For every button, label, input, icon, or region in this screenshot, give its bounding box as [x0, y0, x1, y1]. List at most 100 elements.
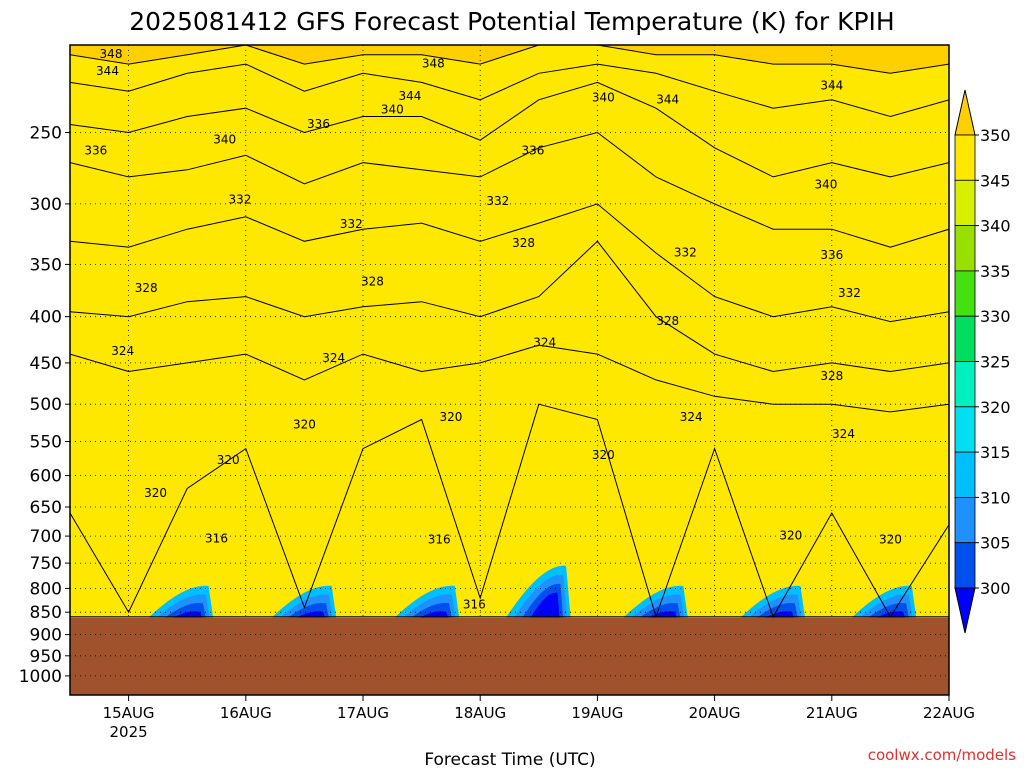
- contour-label: 316: [463, 598, 486, 612]
- colorbar-box: [954, 134, 976, 181]
- contour-label: 328: [135, 281, 158, 295]
- colorbar-tick-label: 320: [980, 398, 1011, 417]
- ytick-label-800: 800: [30, 579, 62, 599]
- colorbar-tick-label: 345: [980, 171, 1011, 190]
- contour-label: 340: [381, 102, 404, 116]
- colorbar-tick-label: 330: [980, 307, 1011, 326]
- colorbar-box: [954, 179, 976, 227]
- contour-label: 316: [205, 531, 228, 545]
- contour-label: 332: [674, 246, 697, 260]
- contour-label: 324: [832, 427, 855, 441]
- contour-label: 336: [307, 117, 330, 131]
- contour-label: 324: [680, 410, 703, 424]
- xtick-label-20AUG: 20AUG: [689, 704, 741, 722]
- colorbar-tick-label: 340: [980, 217, 1011, 236]
- contour-label: 336: [84, 143, 107, 157]
- contour-label: 348: [422, 57, 445, 71]
- ytick-label-250: 250: [30, 124, 62, 144]
- xtick-label-15AUG: 15AUG: [103, 704, 155, 722]
- isotherm-324: [70, 344, 949, 420]
- ytick-label-650: 650: [30, 498, 62, 518]
- ytick-label-1000: 1000: [19, 667, 62, 687]
- colorbar-box: [954, 406, 976, 453]
- ytick-label-600: 600: [30, 467, 62, 487]
- xtick-label-17AUG: 17AUG: [337, 704, 389, 722]
- contour-label: 332: [228, 193, 251, 207]
- colorbar-top-arrow: [954, 89, 976, 136]
- contour-label: 316: [428, 533, 451, 547]
- colorbar-tick-label: 325: [980, 353, 1011, 372]
- contour-label: 340: [814, 178, 837, 192]
- ytick-label-300: 300: [30, 195, 62, 215]
- grid-lines: [70, 45, 949, 695]
- plot-frame: [69, 44, 950, 696]
- colorbar-box: [954, 496, 976, 544]
- ytick-label-700: 700: [30, 527, 62, 547]
- contour-label: 320: [592, 448, 615, 462]
- plume-4-3: [647, 611, 677, 618]
- xtick-label-19AUG: 19AUG: [571, 704, 623, 722]
- plume-2-3: [419, 611, 449, 618]
- ytick-label-900: 900: [30, 626, 62, 646]
- ytick-label-400: 400: [30, 308, 62, 328]
- chart-title: 2025081412 GFS Forecast Potential Temper…: [129, 7, 894, 36]
- isotherm-340: [70, 81, 949, 178]
- contour-label: 332: [486, 194, 509, 208]
- colorbar-box: [954, 270, 976, 317]
- isotherm-contours: [70, 45, 949, 619]
- xtick-label-21AUG: 21AUG: [806, 704, 858, 722]
- contour-label: 332: [838, 286, 861, 300]
- y-axis-ticks: 250 300 350 400 450 500 550 600 650 700 750 800 850 9…: [19, 124, 70, 687]
- contour-label: 336: [521, 143, 544, 157]
- band-below-348: [70, 45, 949, 695]
- contour-label: 320: [217, 453, 240, 467]
- contour-label: 332: [340, 217, 363, 231]
- xtick-label-22AUG: 22AUG: [923, 704, 975, 722]
- contour-label: 320: [144, 486, 167, 500]
- contour-label: 320: [293, 417, 316, 431]
- xtick-label-16AUG: 16AUG: [220, 704, 272, 722]
- colorbar-box: [954, 451, 976, 498]
- plume-3-3: [530, 592, 560, 618]
- xtick-sublabel: 2025: [110, 723, 148, 741]
- isotherm-320: [70, 403, 949, 619]
- contour-label: 328: [512, 236, 535, 250]
- colorbar-legend: 350 345 340 335 330 325 320 315 310 305 300: [954, 89, 1011, 634]
- plume-0-3: [173, 611, 202, 618]
- contour-label: 324: [533, 336, 556, 350]
- ytick-label-500: 500: [30, 395, 62, 415]
- contour-label: 340: [592, 91, 615, 105]
- contour-label: 320: [439, 410, 462, 424]
- contour-label: 340: [213, 133, 236, 147]
- colorbar-box: [954, 315, 976, 362]
- colorbar-tick-label: 300: [980, 579, 1011, 598]
- contour-label: 344: [398, 89, 421, 103]
- colorbar-tick-label: 315: [980, 443, 1011, 462]
- colorbar-tick-label: 350: [980, 126, 1011, 145]
- credit-text: coolwx.com/models: [868, 746, 1016, 764]
- colorbar-tick-label: 310: [980, 488, 1011, 507]
- contour-label: 328: [361, 274, 384, 288]
- colorbar-bottom-arrow: [954, 587, 976, 634]
- ytick-label-850: 850: [30, 603, 62, 623]
- isotherm-344: [70, 63, 949, 118]
- xtick-label-18AUG: 18AUG: [454, 704, 506, 722]
- contour-label: 324: [111, 344, 134, 358]
- colorbar-box: [954, 542, 976, 589]
- colorbar-tick-label: 335: [980, 262, 1011, 281]
- contour-label: 344: [820, 78, 843, 92]
- ytick-label-550: 550: [30, 433, 62, 453]
- ytick-label-350: 350: [30, 255, 62, 275]
- contour-label: 324: [322, 351, 345, 365]
- ground-surface: [70, 617, 949, 695]
- ytick-label-950: 950: [30, 647, 62, 667]
- contour-label: 328: [656, 314, 679, 328]
- colorbar-box: [954, 361, 976, 408]
- contour-label: 348: [100, 47, 123, 61]
- isotherm-332: [70, 203, 949, 323]
- plume-5-3: [765, 611, 794, 618]
- contour-label: 344: [96, 64, 119, 78]
